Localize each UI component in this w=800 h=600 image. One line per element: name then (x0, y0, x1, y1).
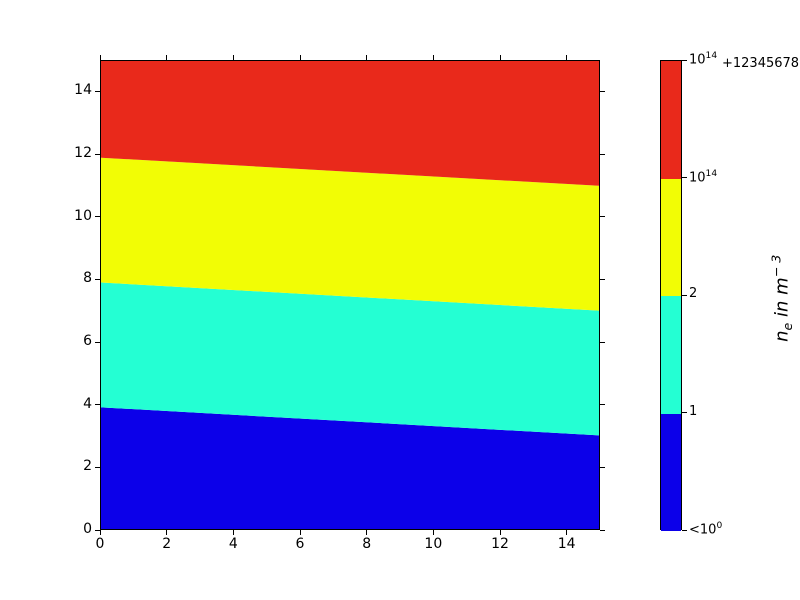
y-tick-label: 10 (74, 208, 92, 224)
x-tick-mark (233, 55, 234, 60)
x-tick-mark (166, 530, 167, 535)
y-tick-mark (95, 467, 100, 468)
x-tick-label: 8 (352, 536, 382, 552)
y-tick-mark (95, 216, 100, 217)
colorbar-segment (661, 179, 681, 297)
x-tick-mark (433, 55, 434, 60)
colorbar-tick-label: 1 (689, 404, 697, 419)
x-tick-mark (100, 55, 101, 60)
colorbar-segment (661, 61, 681, 179)
y-tick-label: 6 (83, 333, 92, 349)
colorbar-tick-mark (682, 177, 687, 178)
colorbar-segment (661, 296, 681, 414)
y-tick-label: 4 (83, 396, 92, 412)
y-tick-mark (600, 154, 605, 155)
colorbar-tick-label: 1014 (689, 51, 717, 67)
x-tick-mark (233, 530, 234, 535)
figure: ne in m− 3 +12345678 0246810121402468101… (0, 0, 800, 600)
colorbar-offset: +12345678 (722, 56, 799, 71)
x-tick-mark (366, 55, 367, 60)
x-tick-mark (433, 530, 434, 535)
x-tick-label: 10 (418, 536, 448, 552)
x-tick-mark (300, 55, 301, 60)
y-tick-mark (600, 342, 605, 343)
y-tick-mark (95, 91, 100, 92)
y-tick-mark (600, 279, 605, 280)
colorbar (660, 60, 682, 530)
contour-plot (100, 60, 600, 530)
y-tick-mark (600, 530, 605, 531)
y-tick-mark (600, 467, 605, 468)
x-tick-mark (300, 530, 301, 535)
colorbar-tick-label: <100 (689, 521, 722, 537)
x-tick-mark (166, 55, 167, 60)
colorbar-tick-mark (682, 412, 687, 413)
x-tick-label: 2 (152, 536, 182, 552)
contour-bands (101, 61, 599, 529)
y-tick-mark (95, 154, 100, 155)
colorbar-segment (661, 414, 681, 532)
y-tick-mark (600, 91, 605, 92)
y-tick-mark (600, 216, 605, 217)
y-tick-label: 12 (74, 145, 92, 161)
y-tick-mark (600, 404, 605, 405)
colorbar-tick-label: 1014 (689, 169, 717, 185)
x-tick-label: 4 (218, 536, 248, 552)
colorbar-tick-mark (682, 60, 687, 61)
colorbar-tick-mark (682, 530, 687, 531)
x-tick-label: 0 (85, 536, 115, 552)
y-tick-mark (95, 279, 100, 280)
y-tick-mark (95, 530, 100, 531)
x-tick-mark (566, 530, 567, 535)
y-tick-label: 14 (74, 82, 92, 98)
y-tick-label: 0 (83, 521, 92, 537)
x-tick-label: 12 (485, 536, 515, 552)
y-tick-label: 2 (83, 458, 92, 474)
colorbar-tick-mark (682, 295, 687, 296)
x-tick-label: 6 (285, 536, 315, 552)
colorbar-label: ne in m− 3 (768, 255, 795, 342)
x-tick-mark (366, 530, 367, 535)
x-tick-mark (566, 55, 567, 60)
y-tick-mark (95, 342, 100, 343)
x-tick-mark (100, 530, 101, 535)
x-tick-label: 14 (552, 536, 582, 552)
x-tick-mark (500, 55, 501, 60)
x-tick-mark (500, 530, 501, 535)
y-tick-mark (95, 404, 100, 405)
y-tick-label: 8 (83, 270, 92, 286)
colorbar-tick-label: 2 (689, 286, 697, 301)
